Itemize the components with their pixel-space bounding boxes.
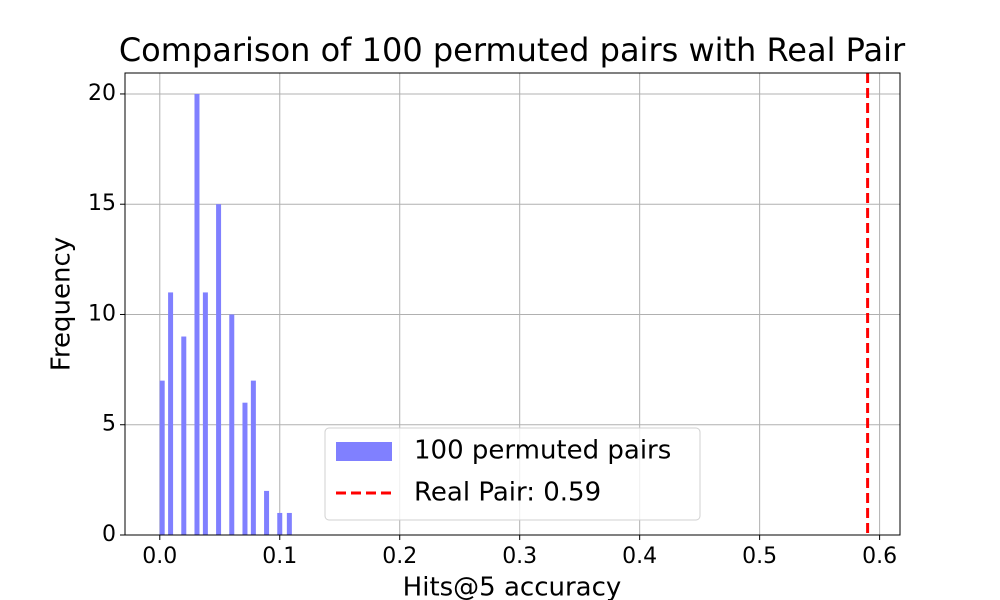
bar (277, 512, 283, 535)
legend: 100 permuted pairs Real Pair: 0.59 (324, 427, 701, 521)
x-axis-label: Hits@5 accuracy (403, 573, 622, 600)
legend-box (324, 427, 701, 521)
bar (264, 490, 270, 535)
y-tick-label: 0 (102, 522, 116, 547)
bar (181, 336, 187, 535)
chart-title: Comparison of 100 permuted pairs with Re… (119, 31, 906, 69)
legend-label: 100 permuted pairs (414, 436, 671, 466)
x-tick-label: 0.5 (742, 544, 777, 569)
bar (250, 380, 256, 535)
bar (229, 314, 235, 535)
bar (286, 512, 292, 535)
bar (202, 292, 208, 535)
x-tick-label: 0.0 (142, 544, 177, 569)
y-tick-label: 10 (88, 301, 116, 326)
y-tick-label: 15 (88, 191, 116, 216)
y-tick-label: 5 (102, 412, 116, 437)
x-tick-label: 0.2 (382, 544, 417, 569)
y-axis-label: Frequency (47, 237, 77, 371)
x-tick-label: 0.4 (622, 544, 657, 569)
x-tick-label: 0.3 (502, 544, 537, 569)
bar (242, 402, 248, 535)
plot-marks (159, 73, 870, 536)
y-tick-label: 20 (88, 81, 116, 106)
bar (194, 93, 200, 535)
bar (216, 204, 222, 536)
x-tick-label: 0.6 (862, 544, 897, 569)
legend-swatch (336, 442, 392, 461)
x-tick-label: 0.1 (262, 544, 297, 569)
ticks: 0.0 0.1 0.2 0.3 0.4 0.5 0.6 0 5 10 15 20 (88, 81, 897, 569)
bar (159, 380, 165, 535)
bar (168, 292, 174, 535)
plot-frame (124, 72, 901, 536)
legend-label: Real Pair: 0.59 (414, 478, 601, 508)
